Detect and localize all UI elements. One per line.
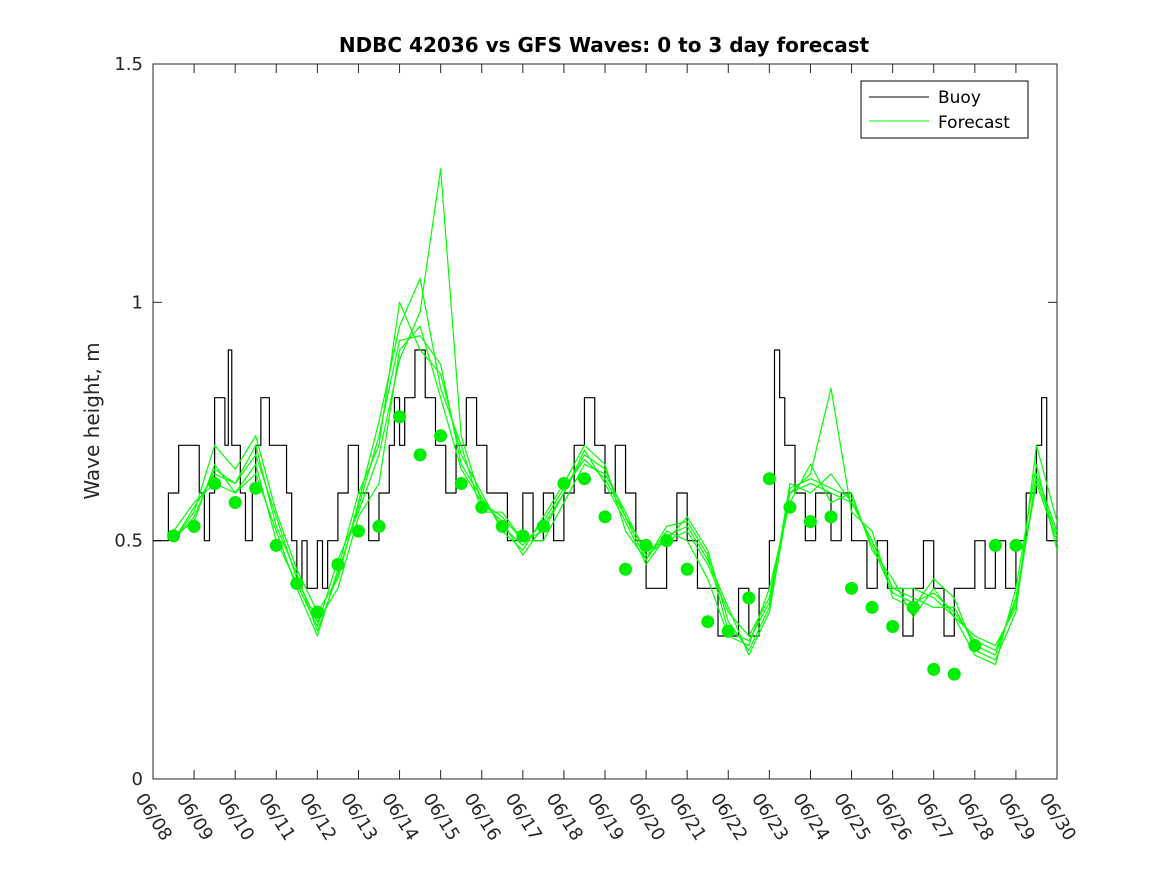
x-tick-label: 06/08 [131, 790, 176, 845]
forecast-marker [495, 519, 509, 533]
buoy-line [153, 349, 1057, 637]
forecast-marker [660, 534, 674, 548]
forecast-marker [413, 448, 427, 462]
y-tick-label: 1 [132, 292, 143, 313]
axes-box [152, 63, 1058, 780]
x-tick-label: 06/26 [870, 790, 915, 845]
y-axis-label: Wave height, m [80, 342, 104, 499]
x-tick-label: 06/12 [295, 790, 340, 845]
forecast-line [173, 335, 1057, 651]
legend-buoy-label: Buoy [938, 88, 981, 108]
forecast-marker [454, 476, 468, 490]
x-tick-label: 06/17 [501, 790, 546, 845]
x-tick-label: 06/09 [172, 790, 217, 845]
forecast-marker [536, 519, 550, 533]
forecast-marker [845, 581, 859, 595]
x-tick-label: 06/20 [624, 790, 669, 845]
forecast-marker [290, 577, 304, 591]
forecast-marker [927, 662, 941, 676]
plot-area: 00.511.506/0806/0906/1006/1106/1206/1306… [114, 54, 1080, 845]
forecast-marker [947, 667, 961, 681]
forecast-marker [577, 472, 591, 486]
x-tick-label: 06/16 [459, 790, 504, 845]
y-tick-label: 1.5 [114, 54, 143, 75]
forecast-marker [393, 410, 407, 424]
x-tick-label: 06/28 [953, 790, 998, 845]
x-tick-label: 06/19 [583, 790, 628, 845]
forecast-marker [906, 600, 920, 614]
x-tick-label: 06/11 [254, 790, 299, 845]
forecast-marker [167, 529, 181, 543]
forecast-marker [968, 639, 982, 653]
forecast-marker [187, 519, 201, 533]
forecast-marker [228, 496, 242, 510]
forecast-line [173, 277, 1057, 651]
x-tick-label: 06/21 [665, 790, 710, 845]
forecast-marker [886, 619, 900, 633]
forecast-marker [619, 562, 633, 576]
forecast-marker [557, 476, 571, 490]
x-tick-label: 06/18 [542, 790, 587, 845]
legend-forecast-label: Forecast [938, 113, 1010, 133]
x-tick-label: 06/24 [788, 790, 833, 845]
forecast-marker [372, 519, 386, 533]
x-tick-label: 06/15 [418, 790, 463, 845]
legend-box [860, 80, 1029, 139]
forecast-marker [701, 615, 715, 629]
forecast-marker [721, 624, 735, 638]
forecast-marker [331, 558, 345, 571]
forecast-marker [598, 510, 612, 524]
legend: Buoy Forecast [860, 80, 1029, 139]
forecast-marker [310, 605, 324, 619]
forecast-marker [680, 562, 694, 576]
y-tick-label: 0.5 [114, 531, 143, 552]
forecast-marker [824, 510, 838, 524]
chart-title: NDBC 42036 vs GFS Waves: 0 to 3 day fore… [339, 33, 870, 57]
x-tick-label: 06/10 [213, 790, 258, 845]
x-tick-label: 06/22 [706, 790, 751, 845]
x-tick-label: 06/13 [336, 790, 381, 845]
forecast-marker [803, 515, 817, 529]
x-tick-label: 06/25 [829, 790, 874, 845]
forecast-marker [475, 500, 489, 514]
forecast-marker [742, 591, 756, 605]
forecast-marker [639, 538, 653, 552]
x-tick-label: 06/29 [994, 790, 1039, 845]
forecast-marker [351, 524, 365, 538]
forecast-marker [762, 472, 776, 486]
forecast-marker [516, 529, 530, 543]
forecast-marker [783, 500, 797, 514]
x-tick-label: 06/27 [911, 790, 956, 845]
forecast-marker [269, 538, 283, 552]
forecast-marker [1009, 538, 1023, 552]
forecast-marker [208, 476, 222, 490]
forecast-marker [865, 600, 879, 614]
y-tick-label: 0 [132, 769, 143, 790]
x-tick-label: 06/30 [1035, 790, 1080, 845]
forecast-marker [988, 538, 1002, 552]
x-tick-label: 06/23 [747, 790, 792, 845]
forecast-marker [434, 429, 448, 443]
forecast-line [173, 168, 1057, 661]
x-tick-label: 06/14 [377, 790, 422, 845]
forecast-marker [249, 481, 263, 495]
